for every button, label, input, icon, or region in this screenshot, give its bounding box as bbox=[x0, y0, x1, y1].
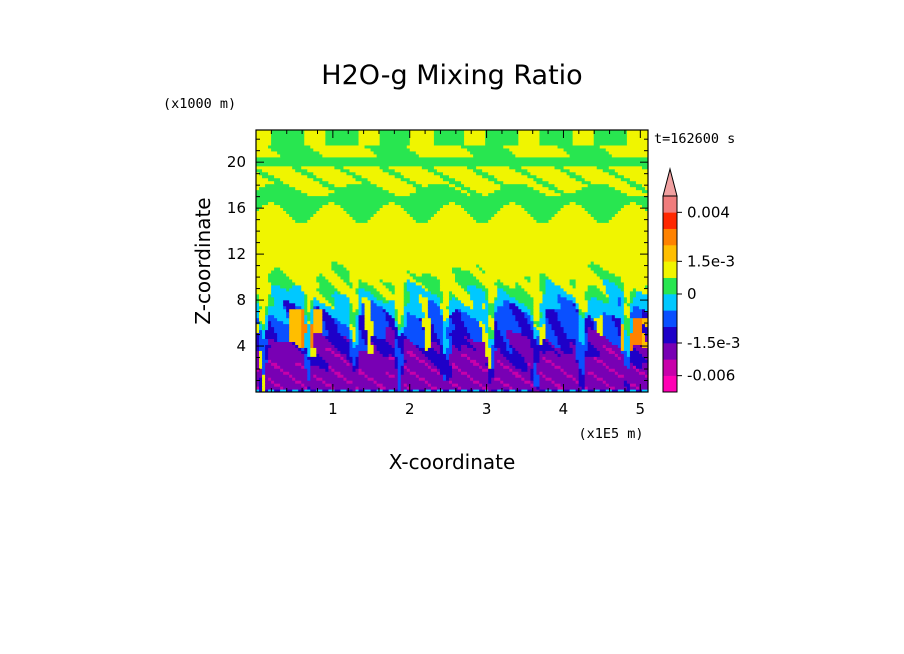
colorbar-tick-label: 0.004 bbox=[687, 203, 730, 221]
x-unit-label: (x1E5 m) bbox=[578, 426, 643, 442]
x-axis-label: X-coordinate bbox=[389, 450, 516, 474]
colorbar-swatch bbox=[663, 212, 677, 229]
colorbar-tick-label: 1.5e-3 bbox=[687, 252, 735, 270]
plot-frame bbox=[255, 129, 649, 393]
colorbar-swatch bbox=[663, 343, 677, 360]
y-axis-label: Z-coordinate bbox=[191, 197, 215, 324]
y-tick-label: 4 bbox=[236, 337, 246, 355]
colorbar-swatch bbox=[663, 196, 677, 213]
x-tick-label: 1 bbox=[328, 400, 338, 418]
colorbar-swatch bbox=[663, 277, 677, 295]
colorbar: 0.004 1.5e-3 0 -1.5e-3 -0.006 bbox=[662, 167, 740, 393]
y-tick-label: 20 bbox=[227, 153, 246, 171]
colorbar-swatch bbox=[663, 359, 677, 376]
x-tick-label: 4 bbox=[559, 400, 569, 418]
colorbar-tick-label: 0 bbox=[687, 285, 697, 303]
x-tick-label: 2 bbox=[405, 400, 415, 418]
y-axis: 4 8 12 16 20 bbox=[227, 138, 648, 382]
time-label: t=162600 s bbox=[654, 131, 735, 147]
colorbar-tick-label: -1.5e-3 bbox=[687, 334, 740, 352]
heatmap-field bbox=[256, 130, 648, 392]
colorbar-swatch bbox=[663, 245, 677, 262]
x-tick-label: 5 bbox=[636, 400, 646, 418]
colorbar-swatch bbox=[663, 310, 677, 327]
colorbar-swatch bbox=[663, 261, 677, 278]
y-tick-label: 16 bbox=[227, 199, 246, 217]
colorbar-swatch bbox=[663, 294, 677, 311]
x-axis: 1 2 3 4 5 bbox=[270, 130, 646, 418]
colorbar-extend-arrow bbox=[662, 167, 678, 197]
y-unit-label: (x1000 m) bbox=[163, 96, 236, 112]
x-tick-label: 3 bbox=[482, 400, 492, 418]
colorbar-swatch bbox=[663, 326, 677, 344]
colorbar-swatch bbox=[663, 375, 677, 393]
colorbar-tick-label: -0.006 bbox=[687, 367, 735, 385]
y-tick-label: 8 bbox=[236, 291, 246, 309]
colorbar-swatch bbox=[663, 228, 677, 246]
chart-title: H2O-g Mixing Ratio bbox=[321, 60, 582, 91]
y-tick-label: 12 bbox=[227, 245, 246, 263]
